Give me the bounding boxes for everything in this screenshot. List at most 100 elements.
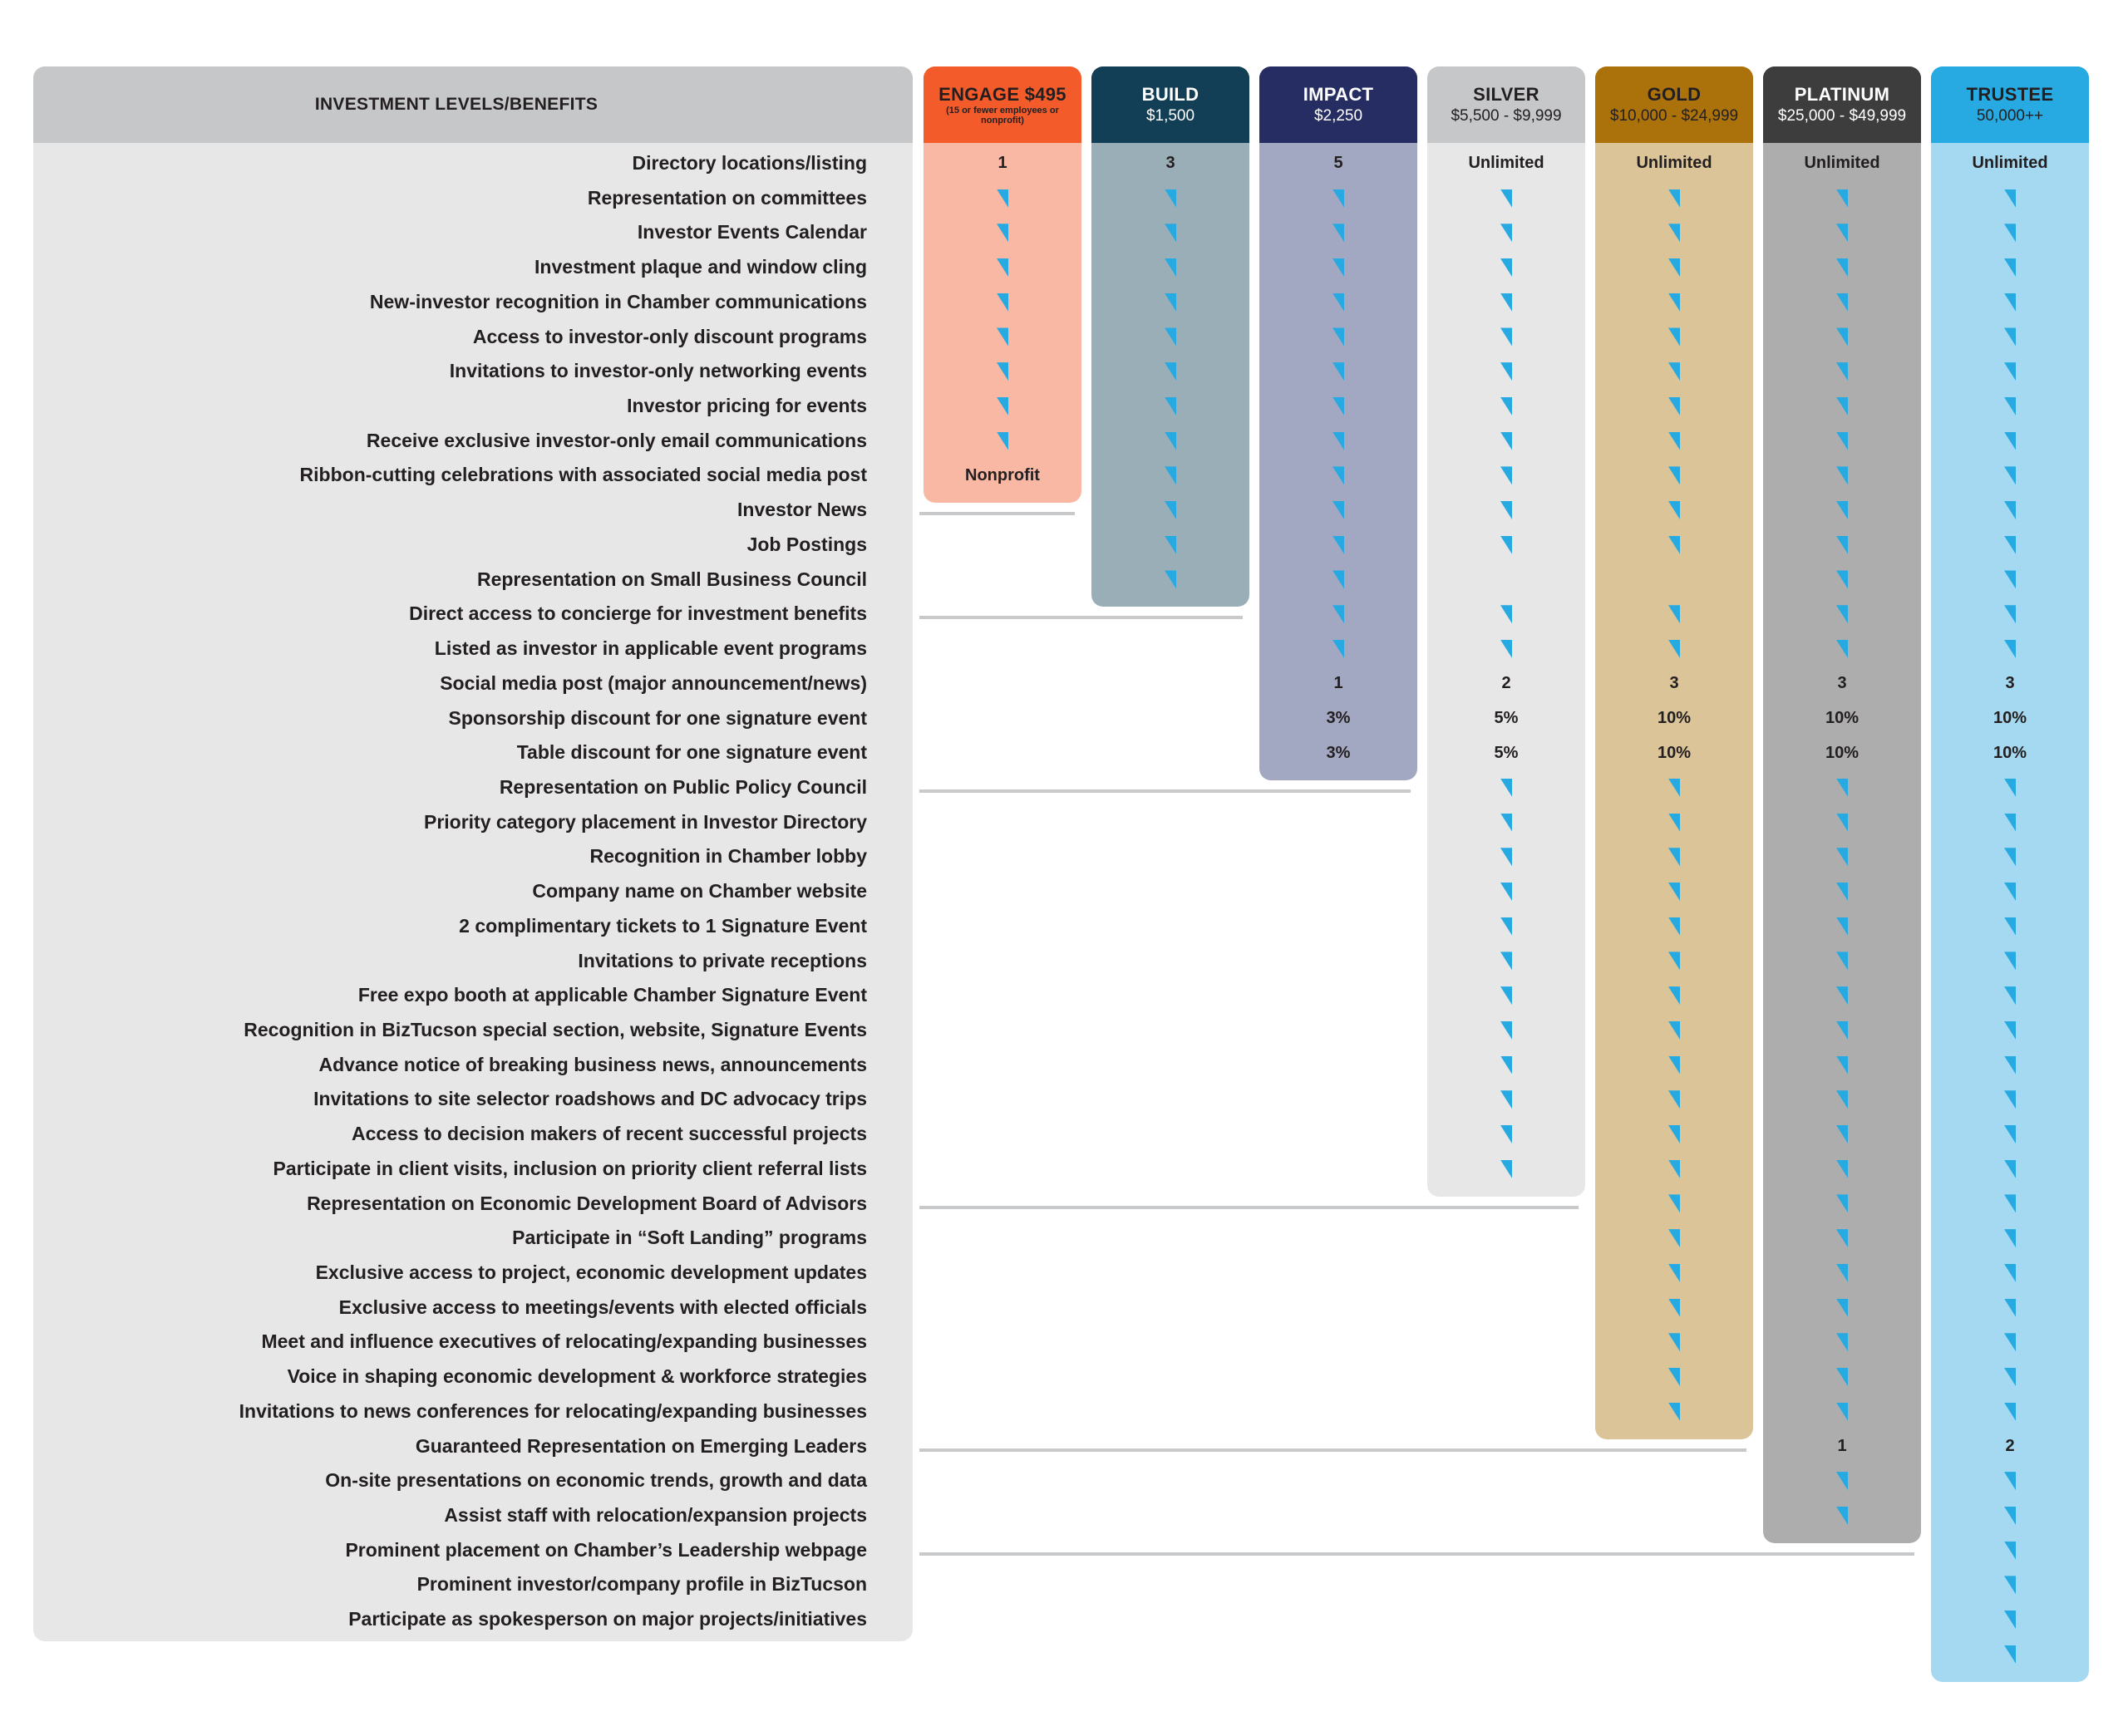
check-cell — [1427, 493, 1585, 528]
check-cell — [1595, 1325, 1753, 1360]
check-icon — [1836, 1333, 1848, 1352]
level-note: (15 or fewer employees or nonprofit) — [946, 106, 1059, 125]
check-icon — [1500, 1055, 1512, 1075]
benefit-label: Exclusive access to project, economic de… — [315, 1261, 867, 1283]
check-icon — [1836, 501, 1848, 520]
check-icon — [1668, 605, 1680, 624]
check-icon — [1668, 813, 1680, 832]
check-cell — [1427, 1082, 1585, 1117]
check-icon — [1165, 362, 1176, 381]
check-icon — [1836, 917, 1848, 936]
check-icon — [1668, 1298, 1680, 1317]
benefit-label: New-investor recognition in Chamber comm… — [369, 290, 867, 312]
check-cell — [1763, 597, 1921, 632]
check-icon — [1668, 848, 1680, 867]
check-icon — [1668, 327, 1680, 347]
check-icon — [1836, 1402, 1848, 1421]
check-icon — [1500, 362, 1512, 381]
check-cell — [1259, 250, 1417, 285]
benefit-label: Exclusive access to meetings/events with… — [338, 1296, 867, 1318]
check-icon — [1165, 535, 1176, 554]
benefit-label: Investment plaque and window cling — [534, 256, 867, 278]
level-header: BUILD $1,500 — [1091, 66, 1249, 143]
check-cell — [1427, 389, 1585, 424]
tier-divider — [919, 789, 1411, 794]
check-cell — [1595, 1394, 1753, 1429]
check-cell — [1931, 839, 2089, 874]
check-icon — [997, 327, 1008, 347]
check-icon — [1500, 848, 1512, 867]
check-cell — [1931, 1152, 2089, 1187]
check-cell — [924, 181, 1081, 216]
check-cell — [1931, 1394, 2089, 1429]
benefit-label: Receive exclusive investor-only email co… — [366, 429, 867, 451]
check-cell — [1091, 320, 1249, 355]
benefit-label: On-site presentations on economic trends… — [325, 1469, 867, 1492]
check-cell — [1931, 944, 2089, 979]
benefit-label: 2 complimentary tickets to 1 Signature E… — [459, 914, 867, 937]
check-icon — [1668, 1229, 1680, 1248]
check-cell — [1595, 250, 1753, 285]
check-cell — [1595, 1256, 1753, 1291]
check-cell — [1931, 805, 2089, 840]
check-icon — [2004, 396, 2016, 416]
check-cell — [1091, 458, 1249, 493]
check-icon — [2004, 882, 2016, 901]
check-cell — [1595, 632, 1753, 666]
level-column-silver: SILVER $5,500 - $9,999 Unlimited 2 5% 5% — [1427, 66, 1585, 1197]
check-icon — [2004, 1402, 2016, 1421]
check-cell — [1091, 528, 1249, 563]
check-icon — [2004, 605, 2016, 624]
check-icon — [2004, 1645, 2016, 1664]
benefit-label: Priority category placement in Investor … — [423, 810, 867, 833]
check-cell — [1763, 770, 1921, 805]
check-cell — [924, 424, 1081, 459]
check-cell — [1595, 1221, 1753, 1256]
check-icon — [1500, 605, 1512, 624]
benefit-label: Guaranteed Representation on Emerging Le… — [415, 1434, 867, 1457]
value-cell — [1595, 563, 1753, 598]
level-header: PLATINUM $25,000 - $49,999 — [1763, 66, 1921, 143]
check-cell — [1763, 389, 1921, 424]
check-cell — [1091, 493, 1249, 528]
check-icon — [1500, 778, 1512, 797]
check-cell — [1931, 1567, 2089, 1602]
check-icon — [2004, 501, 2016, 520]
check-cell — [1931, 597, 2089, 632]
value-cell: Nonprofit — [965, 465, 1040, 484]
tier-divider — [919, 1205, 1579, 1209]
check-cell — [924, 215, 1081, 250]
benefit-label: Listed as investor in applicable event p… — [434, 637, 867, 660]
check-cell — [1427, 978, 1585, 1013]
value-cell: Unlimited — [1972, 154, 2048, 173]
check-icon — [1836, 396, 1848, 416]
check-icon — [1836, 1055, 1848, 1075]
level-name: TRUSTEE — [1966, 84, 2054, 105]
check-cell — [1931, 215, 2089, 250]
check-icon — [2004, 1298, 2016, 1317]
check-icon — [1332, 639, 1344, 658]
check-cell — [1427, 839, 1585, 874]
check-cell — [924, 285, 1081, 320]
value-cell: 5 — [1333, 154, 1343, 173]
check-icon — [1668, 917, 1680, 936]
check-cell — [1763, 1152, 1921, 1187]
check-cell — [1931, 354, 2089, 389]
benefit-label: Voice in shaping economic development & … — [287, 1365, 867, 1388]
check-icon — [2004, 952, 2016, 971]
value-cell: 10% — [1993, 743, 2027, 762]
check-cell — [1763, 1291, 1921, 1325]
check-icon — [2004, 1090, 2016, 1109]
check-icon — [1500, 1124, 1512, 1143]
check-icon — [1500, 466, 1512, 485]
check-icon — [1668, 1020, 1680, 1040]
check-icon — [1836, 1263, 1848, 1282]
check-cell — [1763, 944, 1921, 979]
level-column-platinum: PLATINUM $25,000 - $49,999 Unlimited 3 10% 10… — [1763, 66, 1921, 1543]
check-cell — [1763, 1394, 1921, 1429]
check-icon — [1836, 1368, 1848, 1387]
check-icon — [997, 431, 1008, 450]
check-cell — [1763, 1117, 1921, 1152]
check-cell — [1763, 215, 1921, 250]
check-icon — [1332, 189, 1344, 208]
